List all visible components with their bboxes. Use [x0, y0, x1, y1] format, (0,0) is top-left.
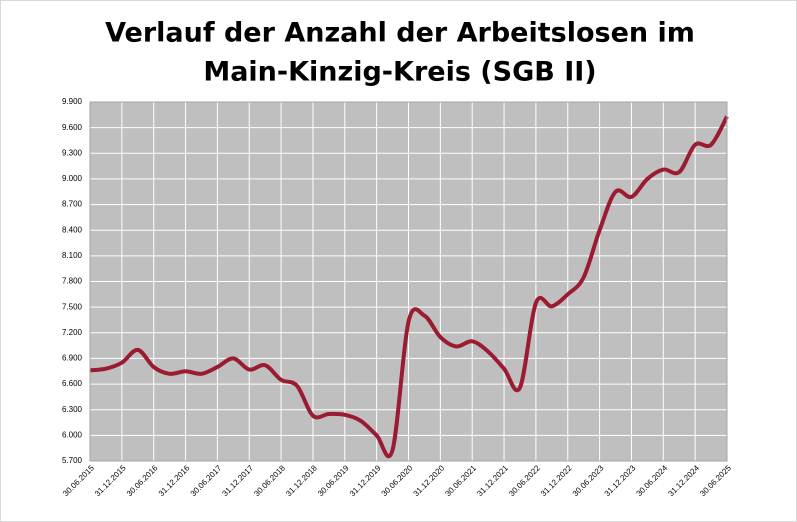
y-tick-label: 6.300	[62, 405, 83, 414]
y-tick-label: 5.700	[62, 456, 83, 465]
plot-border	[89, 101, 728, 462]
y-tick-label: 6.000	[62, 430, 83, 439]
chart-title: Verlauf der Anzahl der Arbeitslosen im	[105, 18, 695, 49]
y-tick-label: 7.800	[62, 277, 83, 286]
y-tick-label: 8.400	[62, 225, 83, 234]
y-tick-label: 7.200	[62, 328, 83, 337]
y-tick-label: 8.100	[62, 251, 83, 260]
chart-title: Main-Kinzig-Kreis (SGB II)	[203, 57, 596, 88]
y-tick-label: 6.900	[62, 354, 83, 363]
y-tick-label: 7.500	[62, 302, 83, 311]
y-tick-label: 9.600	[62, 123, 83, 132]
y-tick-label: 9.300	[62, 148, 83, 157]
y-tick-label: 9.000	[62, 174, 83, 183]
y-tick-label: 9.900	[62, 97, 83, 106]
y-tick-label: 8.700	[62, 200, 83, 209]
y-tick-label: 6.600	[62, 379, 83, 388]
data-line	[89, 115, 729, 459]
